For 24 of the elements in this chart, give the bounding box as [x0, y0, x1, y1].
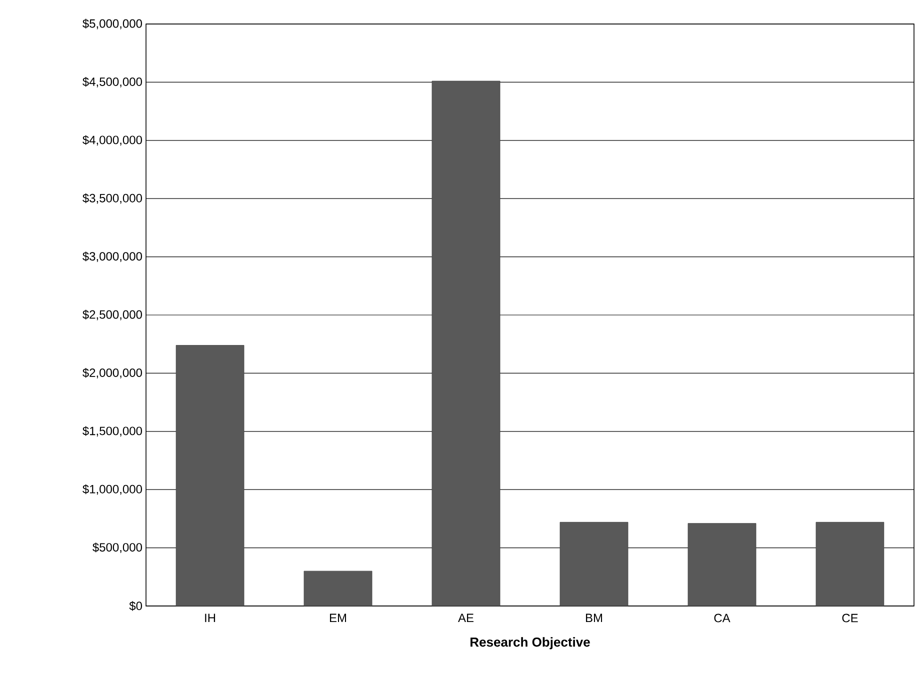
- y-tick-label: $4,500,000: [82, 76, 142, 88]
- y-tick-label: $1,500,000: [82, 426, 142, 437]
- y-tick-label: $4,000,000: [82, 135, 142, 146]
- x-tick-label: BM: [586, 614, 602, 622]
- y-tick-label: $500,000: [92, 542, 142, 553]
- x-tick-label: AE: [458, 614, 474, 622]
- bar: [816, 522, 884, 606]
- bar: [560, 522, 628, 606]
- x-axis-title: Research Objective: [470, 637, 590, 650]
- x-tick-label: EM: [330, 614, 346, 622]
- y-tick-label: $3,000,000: [82, 252, 142, 262]
- x-tick-label: CE: [842, 614, 858, 622]
- bar: [304, 570, 372, 606]
- y-tick-label: $2,500,000: [82, 310, 142, 320]
- bar: [688, 523, 756, 606]
- y-tick-label: $2,000,000: [82, 368, 142, 378]
- x-tick-label: CA: [714, 614, 730, 622]
- y-tick-label: $3,500,000: [82, 193, 142, 204]
- x-tick-label: IH: [205, 614, 216, 622]
- y-tick-label: $0: [129, 601, 142, 611]
- bar: [432, 80, 500, 606]
- y-tick-label: $1,000,000: [82, 484, 142, 495]
- bar: [176, 345, 244, 606]
- y-tick-label: $5,000,000: [82, 18, 142, 30]
